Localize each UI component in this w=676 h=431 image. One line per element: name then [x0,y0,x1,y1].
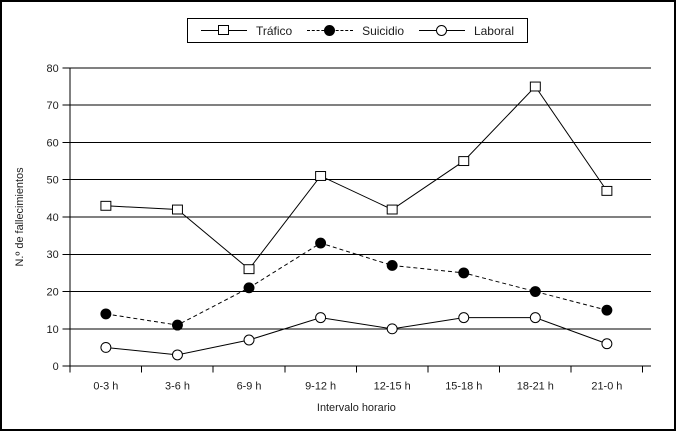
legend-item-suicidio: Suicidio [307,24,404,37]
data-point-marker [458,156,470,167]
x-axis-ticks: 0-3 h 3-6 h 6-9 h 9-12 h 12-15 h 15-18 h 18-21… [69,366,644,392]
data-point-marker [529,286,541,297]
series-trafico [100,81,613,275]
x-tick-label: 21-0 h [591,380,622,392]
data-point-marker [100,342,112,353]
x-axis-title: Intervalo horario [317,402,396,414]
series-line [105,85,608,270]
data-point-marker [171,204,183,215]
x-tick-label: 15-18 h [445,380,482,392]
y-tick-label: 10 [47,324,59,336]
legend-label-suicidio: Suicidio [362,23,405,38]
data-point-marker [315,171,327,181]
y-tick-label: 0 [53,361,59,373]
x-tick-label: 18-21 h [517,380,554,392]
open-circle-marker-icon [418,24,465,37]
x-tick-label: 6-9 h [237,380,262,392]
filled-circle-marker-icon [307,24,354,37]
data-point-marker [100,308,112,320]
chart-legend: Tráfico Suicidio Laboral [187,18,528,43]
data-point-marker [458,267,470,279]
legend-label-trafico: Tráfico [256,23,293,38]
y-tick-label: 60 [47,137,59,149]
x-tick-label: 9-12 h [305,380,336,392]
data-point-marker [458,312,470,324]
legend-label-laboral: Laboral [473,23,514,38]
series-suicidio [100,237,613,331]
data-point-marker [529,81,541,92]
data-point-marker [386,259,398,271]
series-line [105,317,608,356]
y-gridlines [70,67,652,330]
y-tick-label: 30 [47,249,59,261]
data-point-marker [315,237,327,249]
y-axis-ticks: 0 10 20 30 40 50 60 70 80 [47,63,71,373]
data-point-marker [100,200,112,211]
x-tick-label: 0-3 h [93,380,118,392]
data-point-marker [171,319,183,331]
legend-item-trafico: Tráfico [201,24,292,37]
data-point-marker [386,204,398,215]
y-tick-label: 50 [47,175,59,187]
y-tick-label: 80 [47,63,59,75]
legend-item-laboral: Laboral [418,23,514,38]
data-point-marker [315,312,327,324]
x-tick-label: 3-6 h [165,380,190,392]
y-axis-title: N.º de fallecimientos [14,167,26,267]
series-laboral [100,312,613,361]
open-square-marker-icon [201,24,247,37]
data-point-marker [243,264,255,275]
y-tick-label: 20 [47,287,59,299]
data-point-marker [171,349,183,361]
data-point-marker [243,334,255,346]
series-line [105,242,608,326]
data-point-marker [601,304,613,316]
x-tick-label: 12-15 h [374,380,411,392]
y-tick-label: 70 [47,100,59,112]
data-point-marker [529,312,541,324]
data-point-marker [243,282,255,294]
data-point-marker [601,185,613,196]
data-point-marker [601,338,613,350]
data-point-marker [386,323,398,335]
y-tick-label: 40 [47,212,59,224]
